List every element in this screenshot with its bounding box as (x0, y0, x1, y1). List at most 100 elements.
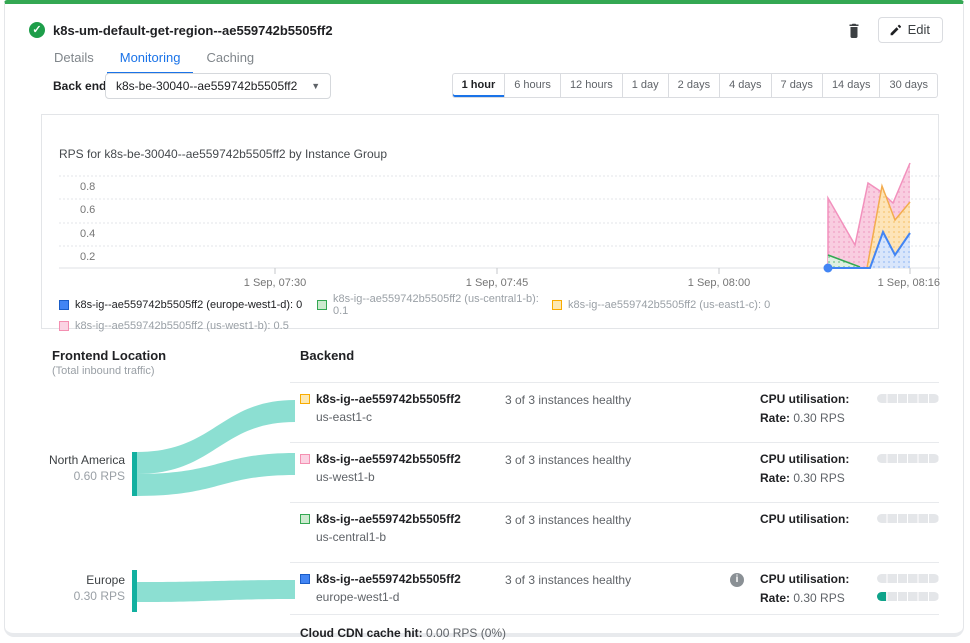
time-range-30-days[interactable]: 30 days (879, 73, 938, 98)
delete-button[interactable] (844, 19, 864, 41)
x-ticks (274, 268, 911, 274)
backend-row-us-west1-b: k8s-ig--ae559742b5505ff2 us-west1-b 3 of… (290, 442, 939, 502)
backend-title: Backend (300, 348, 355, 363)
time-range-14-days[interactable]: 14 days (821, 73, 881, 98)
time-range-12-hours[interactable]: 12 hours (559, 73, 623, 98)
backend-select[interactable]: k8s-be-30040--ae559742b5505ff2 ▼ (105, 73, 332, 99)
time-range-1-day[interactable]: 1 day (621, 73, 669, 98)
rate-value: 0.30 RPS (793, 591, 845, 605)
health-status: 3 of 3 instances healthy (505, 393, 632, 407)
time-range-7-days[interactable]: 7 days (770, 73, 823, 98)
chevron-down-icon: ▼ (311, 81, 321, 91)
cpu-utilisation-label: CPU utilisation: (760, 572, 850, 586)
cdn-label: Cloud CDN cache hit: (300, 626, 423, 640)
healthy-check-icon: ✓ (29, 22, 45, 38)
rps-chart[interactable]: 0.8 0.6 0.4 0.2 1 Sep, 07: (52, 155, 942, 290)
rate-value: 0.30 RPS (793, 411, 845, 425)
cpu-utilisation-bar (877, 394, 939, 403)
hover-point-marker (823, 263, 833, 273)
instance-group-swatch (300, 514, 310, 524)
rps-chart-card: RPS for k8s-be-30040--ae559742b5505ff2 b… (41, 114, 942, 332)
instance-group-swatch (300, 394, 310, 404)
series-europe-west1-d-area (828, 232, 910, 268)
time-range-4-days[interactable]: 4 days (719, 73, 772, 98)
x-tick-label: 1 Sep, 07:45 (466, 277, 528, 289)
zone-label: us-east1-c (316, 410, 373, 424)
y-tick-label: 0.2 (80, 251, 95, 263)
legend-item-europe-west1-d[interactable]: k8s-ig--ae559742b5505ff2 (europe-west1-d… (59, 293, 317, 317)
instance-group-name: k8s-ig--ae559742b5505ff2 (316, 512, 461, 526)
cpu-utilisation-bar (877, 574, 939, 583)
series-europe-west1-d-line (828, 229, 911, 269)
gridlines (59, 175, 940, 269)
chart-legend: k8s-ig--ae559742b5505ff2 (europe-west1-d… (59, 293, 770, 335)
legend-item-us-east1-c[interactable]: k8s-ig--ae559742b5505ff2 (us-east1-c): 0 (552, 293, 770, 317)
backend-select-value: k8s-be-30040--ae559742b5505ff2 (116, 79, 298, 93)
cdn-summary: Cloud CDN cache hit: 0.00 RPS (0%) (290, 614, 939, 640)
instance-group-swatch (300, 454, 310, 464)
tab-monitoring[interactable]: Monitoring (106, 42, 194, 75)
cdn-value: 0.00 RPS (0%) (426, 626, 507, 640)
chart-title: RPS for k8s-be-30040--ae559742b5505ff2 b… (59, 147, 387, 161)
trash-icon (849, 23, 859, 38)
health-status: 3 of 3 instances healthy (505, 513, 632, 527)
rate-line: Rate: 0.30 RPS (760, 411, 845, 425)
tab-details[interactable]: Details (54, 50, 94, 65)
instance-group-name: k8s-ig--ae559742b5505ff2 (316, 572, 461, 586)
x-tick-label: 1 Sep, 08:16 (878, 277, 940, 289)
y-tick-label: 0.8 (80, 181, 95, 193)
frontend-subtitle: (Total inbound traffic) (52, 365, 155, 377)
y-tick-label: 0.6 (80, 204, 95, 216)
rate-line: Rate: 0.30 RPS (760, 591, 845, 605)
series-us-central1-b-line (827, 254, 861, 268)
health-status: 3 of 3 instances healthy (505, 453, 632, 467)
tab-caching[interactable]: Caching (206, 50, 255, 65)
instance-group-name: k8s-ig--ae559742b5505ff2 (316, 392, 461, 406)
instance-group-swatch (300, 574, 310, 584)
rate-bar (877, 592, 939, 601)
time-range-2-days[interactable]: 2 days (667, 73, 721, 98)
y-tick-label: 0.4 (80, 228, 95, 240)
sankey-node-europe[interactable] (132, 570, 137, 612)
health-status: 3 of 3 instances healthy (505, 573, 632, 587)
rate-value: 0.30 RPS (793, 471, 845, 485)
cpu-utilisation-label: CPU utilisation: (760, 452, 850, 466)
cpu-utilisation-bar (877, 454, 939, 463)
backend-row-us-central1-b: k8s-ig--ae559742b5505ff2 us-central1-b 3… (290, 502, 939, 562)
edit-label: Edit (907, 22, 930, 37)
x-tick-label: 1 Sep, 07:30 (244, 277, 306, 289)
backend-service-panel: ✓ k8s-um-default-get-region--ae559742b55… (4, 0, 964, 640)
legend-swatch-pink (59, 321, 69, 331)
cpu-utilisation-label: CPU utilisation: (760, 392, 850, 406)
tab-bar: Details Monitoring Caching (41, 42, 267, 75)
legend-item-us-west1-b[interactable]: k8s-ig--ae559742b5505ff2 (us-west1-b): 0… (59, 320, 317, 332)
zone-label: europe-west1-d (316, 590, 400, 604)
backend-select-label: Back end (53, 79, 107, 93)
frontend-node-label: North America 0.60 RPS (48, 453, 125, 483)
sankey-flow-eu-europe-west1-d[interactable] (137, 580, 295, 602)
backend-row-us-east1-c: k8s-ig--ae559742b5505ff2 us-east1-c 3 of… (290, 382, 939, 442)
sankey-node-north-america[interactable] (132, 452, 137, 496)
series-us-west1-b-line (827, 162, 911, 268)
legend-swatch-blue (59, 300, 69, 310)
rate-line: Rate: 0.30 RPS (760, 471, 845, 485)
page-title: k8s-um-default-get-region--ae559742b5505… (53, 22, 333, 38)
rate-bar-fill (877, 592, 886, 601)
info-icon[interactable]: i (730, 573, 744, 587)
time-range-1-hour[interactable]: 1 hour (451, 73, 506, 98)
x-tick-label: 1 Sep, 08:00 (688, 277, 750, 289)
legend-item-us-central1-b[interactable]: k8s-ig--ae559742b5505ff2 (us-central1-b)… (317, 293, 552, 317)
legend-swatch-green (317, 300, 327, 310)
sankey-diagram (132, 400, 295, 612)
time-range-6-hours[interactable]: 6 hours (504, 73, 561, 98)
header: ✓ k8s-um-default-get-region--ae559742b55… (29, 17, 943, 43)
instance-group-name: k8s-ig--ae559742b5505ff2 (316, 452, 461, 466)
zone-label: us-central1-b (316, 530, 387, 544)
cpu-utilisation-bar (877, 514, 939, 523)
backend-section: Backend k8s-ig--ae559742b5505ff2 us-east… (290, 344, 939, 640)
edit-button[interactable]: Edit (877, 17, 943, 43)
frontend-title: Frontend Location (52, 348, 167, 363)
sankey-flow-na-us-east1-c[interactable] (137, 400, 295, 474)
sankey-flow-na-us-west1-b[interactable] (137, 453, 295, 496)
backend-row-europe-west1-d: k8s-ig--ae559742b5505ff2 europe-west1-d … (290, 562, 939, 614)
